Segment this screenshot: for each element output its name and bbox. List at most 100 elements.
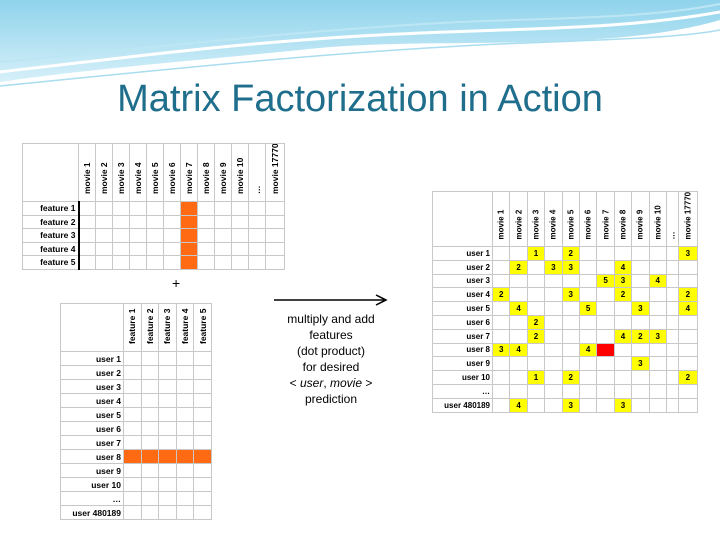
caption-line: features [309, 328, 353, 342]
column-header: movie 5 [561, 191, 580, 247]
table-row: user 3 [60, 379, 212, 394]
matrix-cell [214, 241, 232, 256]
matrix-corner [432, 191, 493, 247]
matrix-cell [123, 351, 142, 366]
matrix-cell [163, 214, 181, 229]
right-arrow-icon [274, 294, 388, 306]
matrix-cell [214, 201, 232, 216]
matrix-cell [175, 477, 195, 492]
matrix-cell [163, 201, 181, 216]
table-row: feature 3 [22, 228, 285, 243]
slide-title: Matrix Factorization in Action [117, 78, 603, 120]
matrix-cell [95, 255, 113, 270]
column-header-label: movie 5 [150, 162, 160, 194]
rating-cell [613, 356, 633, 372]
matrix-cell [248, 241, 266, 256]
matrix-cell [193, 491, 212, 506]
rating-cell [631, 342, 650, 358]
column-header-label: movie 17770 [270, 143, 280, 195]
matrix-cell [193, 407, 212, 422]
table-row: … [60, 491, 212, 506]
matrix-cell [140, 421, 160, 436]
matrix-cell [175, 365, 195, 380]
wave-header-decoration [0, 0, 720, 87]
rating-cell [677, 342, 698, 358]
matrix-cell [193, 351, 212, 366]
column-header: movie 6 [163, 143, 181, 202]
rating-cell [665, 383, 679, 399]
column-header: movie 17770 [677, 191, 698, 247]
matrix-cell [112, 255, 130, 270]
rating-cell [665, 287, 679, 303]
rating-cell [631, 259, 650, 275]
rating-cell [665, 397, 679, 413]
matrix-cell [265, 201, 285, 216]
matrix-cell [214, 255, 232, 270]
matrix-cell [175, 463, 195, 478]
matrix-cell [193, 365, 212, 380]
matrix-cell [175, 505, 195, 520]
matrix-cell [123, 505, 142, 520]
row-header: user 2 [60, 365, 124, 380]
column-header-label: movie 10 [235, 157, 245, 194]
column-header: movie 8 [613, 191, 633, 247]
caption-line: multiply and add [287, 312, 375, 326]
rating-cell [631, 370, 650, 385]
caption-line-user-movie: < user, movie > [289, 376, 373, 390]
rating-cell: 1 [526, 370, 546, 385]
column-header: feature 5 [193, 303, 212, 352]
column-header: movie 9 [214, 143, 232, 202]
rating-cell [578, 356, 598, 372]
column-header: movie 9 [631, 191, 650, 247]
rating-cell [631, 287, 650, 303]
matrix-cell [265, 241, 285, 256]
matrix-cell [193, 463, 212, 478]
matrix-cell [158, 379, 177, 394]
matrix-cell [95, 214, 113, 229]
highlighted-cell [193, 449, 212, 464]
matrix-cell [193, 477, 212, 492]
rating-cell [648, 301, 667, 316]
rating-cell [648, 397, 667, 413]
row-header: feature 2 [22, 214, 79, 229]
rating-cell [544, 273, 563, 289]
rating-cell [578, 287, 598, 303]
rating-cell [544, 314, 563, 330]
table-row: user 480189 [60, 505, 212, 520]
column-header-label: movie 6 [583, 209, 593, 240]
matrix-cell [197, 241, 215, 256]
column-header: feature 3 [158, 303, 177, 352]
column-header-label: movie 2 [514, 209, 524, 240]
rating-cell [648, 287, 667, 303]
rating-cell [526, 287, 546, 303]
rating-cell [648, 383, 667, 399]
matrix-cell [95, 228, 113, 243]
column-header: movie 5 [146, 143, 164, 202]
table-row: feature 2 [22, 214, 285, 229]
rating-cell [665, 328, 679, 344]
row-header: user 1 [60, 351, 124, 366]
rating-cell [596, 287, 615, 303]
column-header: movie 4 [129, 143, 147, 202]
column-header-label: feature 4 [180, 308, 191, 344]
matrix-cell [112, 241, 130, 256]
rating-cell [677, 328, 698, 344]
highlighted-cell [180, 255, 198, 270]
rating-cell [631, 397, 650, 413]
rating-cell: 3 [613, 397, 633, 413]
rating-cell [509, 287, 528, 303]
rating-cell [613, 342, 633, 358]
rating-cell [509, 246, 528, 261]
rating-cell [561, 314, 580, 330]
matrix-cell [129, 255, 147, 270]
column-header-label: … [252, 185, 262, 195]
column-header-label: movie 10 [653, 205, 663, 240]
matrix-cell [231, 255, 249, 270]
rating-cell: 2 [526, 314, 546, 330]
rating-cell: 3 [491, 342, 511, 358]
rating-cell [665, 356, 679, 372]
matrix-cell [175, 491, 195, 506]
rating-cell: 3 [544, 259, 563, 275]
